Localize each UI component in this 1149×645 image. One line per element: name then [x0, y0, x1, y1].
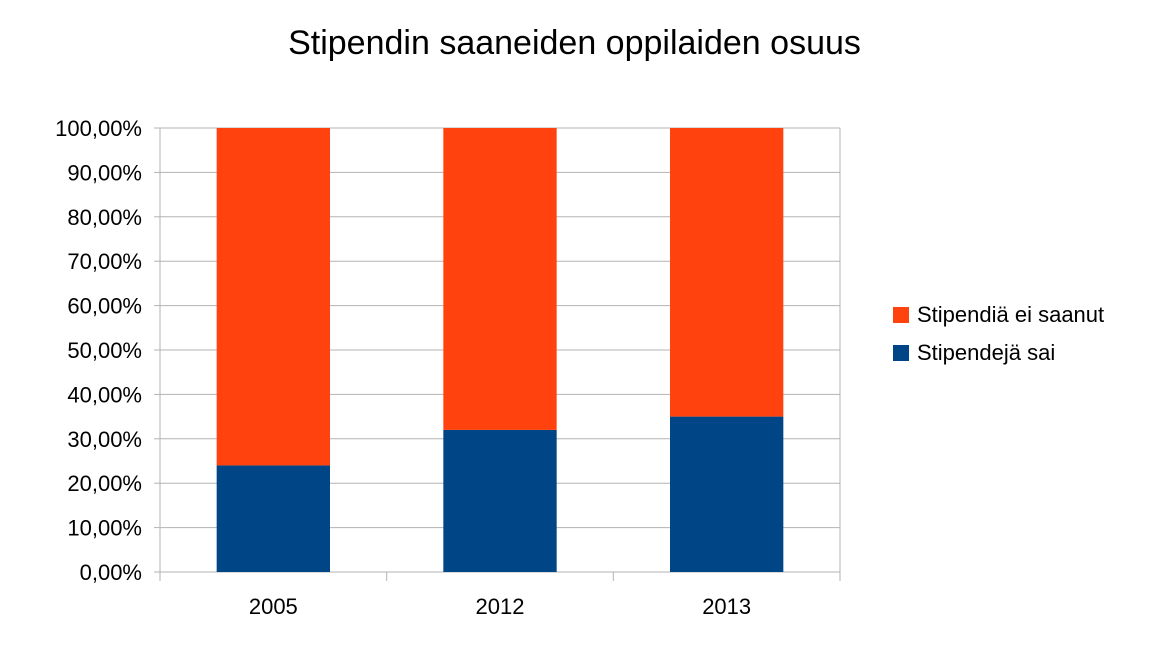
legend-label-not-received: Stipendiä ei saanut	[917, 302, 1105, 327]
legend-swatch-received	[893, 345, 909, 361]
bar-stipendej-sai-2013	[670, 416, 784, 572]
y-tick-label: 90,00%	[67, 160, 142, 185]
chart-title: Stipendin saaneiden oppilaiden osuus	[288, 24, 861, 62]
legend-item-received: Stipendejä sai	[893, 334, 1104, 372]
legend: Stipendiä ei saanut Stipendejä sai	[893, 296, 1104, 372]
bar-stipendi-ei-saanut-2013	[670, 128, 784, 417]
legend-swatch-not-received	[893, 307, 909, 323]
y-tick-label: 10,00%	[67, 516, 142, 541]
x-tick-label: 2005	[249, 594, 298, 619]
y-tick-label: 50,00%	[67, 338, 142, 363]
y-tick-label: 0,00%	[80, 560, 142, 585]
bar-stipendi-ei-saanut-2005	[216, 128, 330, 466]
y-tick-label: 60,00%	[67, 294, 142, 319]
legend-item-not-received: Stipendiä ei saanut	[893, 296, 1104, 334]
legend-label-received: Stipendejä sai	[917, 340, 1056, 365]
y-tick-label: 100,00%	[55, 116, 142, 141]
bar-stipendi-ei-saanut-2012	[443, 128, 557, 430]
bar-stipendej-sai-2012	[443, 429, 557, 572]
y-tick-label: 80,00%	[67, 205, 142, 230]
y-tick-label: 40,00%	[67, 382, 142, 407]
y-tick-label: 20,00%	[67, 471, 142, 496]
x-tick-label: 2012	[476, 594, 525, 619]
y-tick-label: 30,00%	[67, 427, 142, 452]
x-tick-label: 2013	[702, 594, 751, 619]
bar-stipendej-sai-2005	[216, 465, 330, 572]
y-tick-label: 70,00%	[67, 249, 142, 274]
